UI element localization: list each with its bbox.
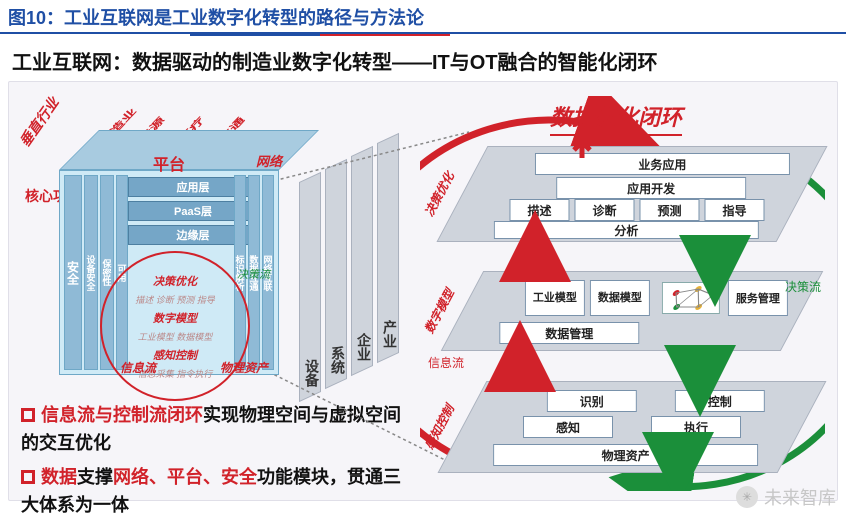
- right-zone: 数据优化闭环 决策优化 业务应用 应用开发 描述 诊断 预测 指导 分析: [420, 96, 825, 491]
- figure-caption: 图10：工业互联网是工业数字化转型的路径与方法论: [0, 0, 846, 34]
- cube-front-face: 平台 安全 设备安全 保密性 可用 应用层 PaaS层 边缘层 网络互联 数据互…: [59, 170, 279, 375]
- inter-plane-arrows: [420, 96, 825, 491]
- cube-phys-asset-label: 物理资产: [220, 359, 268, 376]
- diagram-area: 垂直行业 制造业 能源 医疗 交通 核心功能 平台 安全 设备安全 保密性 可用…: [8, 81, 838, 501]
- cube-info-flow-label: 信息流: [120, 359, 156, 376]
- info-flow-label: 信息流: [428, 354, 464, 371]
- cube-circle: 决策优化 描述 诊断 预测 指导 数字模型 工业模型 数据模型 感知控制 信息采…: [100, 251, 250, 401]
- cube-left-col: 安全: [64, 175, 82, 370]
- cube-right-top-label: 网络: [256, 151, 282, 170]
- decision-flow-label: 决策流: [785, 278, 821, 295]
- caption-underline: [190, 34, 450, 40]
- cube-left-subcol: 设备安全: [84, 175, 98, 370]
- cube-top-label: 平台: [153, 151, 185, 175]
- up-red-arrow-icon: [562, 136, 602, 158]
- right-title: 数据优化闭环: [550, 100, 682, 136]
- main-title: 工业互联网：数据驱动的制造业数字化转型——IT与OT融合的智能化闭环: [0, 40, 846, 81]
- decision-stream-label: 决策流: [237, 266, 270, 282]
